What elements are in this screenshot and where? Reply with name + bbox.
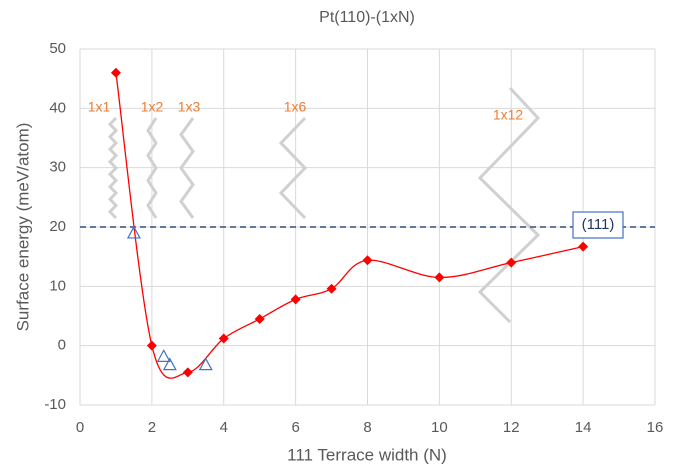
y-tick-label: 10 — [49, 277, 66, 294]
y-tick-label: 30 — [49, 159, 66, 176]
annotation: 1x6 — [284, 99, 307, 115]
point — [126, 225, 141, 239]
x-axis-label: 111 Terrace width (N) — [287, 445, 447, 464]
y-axis-label: Surface energy (meV/atom) — [13, 123, 32, 332]
point — [218, 333, 229, 344]
point — [198, 357, 213, 371]
x-tick-label: 6 — [291, 419, 299, 436]
x-tick-label: 2 — [148, 419, 156, 436]
x-tick-label: 4 — [220, 419, 228, 436]
y-tick-label: 50 — [49, 40, 66, 57]
terrace-sketch — [278, 116, 308, 220]
x-tick-label: 14 — [575, 419, 592, 436]
annotation: 1x1 — [88, 99, 111, 115]
reference-label-box — [572, 211, 624, 239]
y-tick-label: 40 — [49, 99, 66, 116]
point — [362, 255, 373, 266]
terrace-sketch — [107, 116, 119, 220]
terrace-sketch — [477, 86, 541, 324]
point — [506, 257, 517, 268]
x-tick-label: 8 — [363, 419, 371, 436]
point — [254, 313, 265, 324]
point — [146, 340, 157, 351]
x-tick-label: 12 — [503, 419, 520, 436]
point — [162, 357, 177, 371]
point — [578, 241, 589, 252]
terrace-sketch — [146, 117, 158, 219]
y-tick-label: 0 — [58, 337, 66, 354]
point — [182, 367, 193, 378]
point — [326, 283, 337, 294]
chart-title: Pt(110)-(1xN) — [319, 9, 415, 26]
point — [156, 349, 171, 362]
x-tick-label: 16 — [647, 419, 664, 436]
annotation: 1x2 — [141, 99, 164, 115]
point — [434, 272, 445, 283]
annotation: 1x12 — [493, 107, 524, 123]
x-tick-label: 10 — [431, 419, 448, 436]
y-tick-label: 20 — [49, 218, 66, 235]
terrace-sketch — [179, 117, 195, 219]
x-tick-label: 0 — [76, 419, 84, 436]
reference-label: (111) — [582, 216, 615, 233]
annotation: 1x3 — [178, 99, 201, 115]
y-tick-label: -10 — [44, 396, 66, 413]
point — [290, 294, 301, 305]
point — [110, 67, 121, 78]
